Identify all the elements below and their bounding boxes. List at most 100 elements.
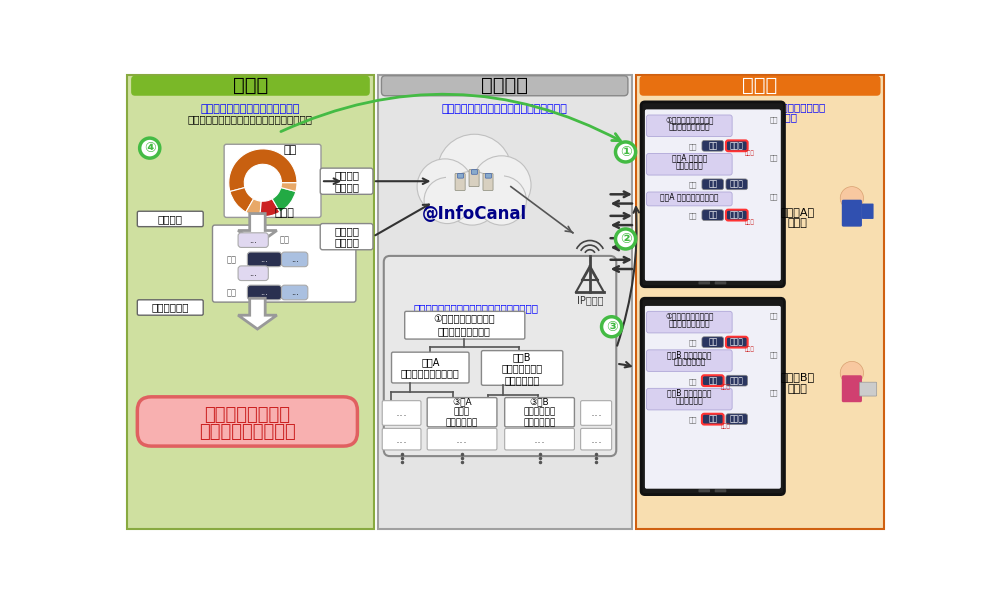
FancyBboxPatch shape [504,398,574,427]
Text: ③－B
発電用燃料は
ありますか？: ③－B 発電用燃料は ありますか？ [523,397,555,427]
Text: ①電力会社から電気の
供給がありますか？: ①電力会社から電気の 供給がありますか？ [433,314,495,336]
Text: タップ: タップ [743,346,753,352]
Text: タップ: タップ [720,423,730,429]
Text: 個別ウォッチ: 個別ウォッチ [151,302,188,313]
FancyBboxPatch shape [725,140,746,151]
Text: ...: ... [590,407,601,419]
Text: ブラウザ
アクセス: ブラウザ アクセス [333,171,359,192]
Text: はい: はい [707,415,717,423]
FancyBboxPatch shape [485,174,491,178]
FancyBboxPatch shape [859,382,876,396]
Text: @InfoCanal: @InfoCanal [421,205,527,223]
FancyBboxPatch shape [641,102,784,287]
Bar [446,174,504,216]
FancyBboxPatch shape [701,337,723,347]
FancyBboxPatch shape [725,375,746,386]
Text: 物資の手配が可能に: 物資の手配が可能に [199,423,296,441]
Text: 既読: 既読 [687,213,696,219]
Text: 既読: 既読 [687,378,696,385]
Text: ...: ... [291,288,299,297]
Circle shape [615,229,635,249]
FancyBboxPatch shape [247,252,281,267]
Text: 既読: 既読 [687,143,696,150]
FancyBboxPatch shape [841,375,861,402]
Text: ３－A 井戸がありますか？: ３－A 井戸がありますか？ [660,192,718,201]
FancyBboxPatch shape [212,225,356,302]
FancyBboxPatch shape [481,350,562,385]
Circle shape [839,361,863,385]
Text: はい: はい [707,376,717,385]
FancyBboxPatch shape [391,352,468,383]
Text: ④: ④ [144,141,156,155]
FancyBboxPatch shape [861,204,873,219]
FancyBboxPatch shape [646,192,732,206]
Text: いいえ: いいえ [729,415,743,423]
FancyBboxPatch shape [698,489,709,492]
Text: 連絡届いた？内容見た？が分かる: 連絡届いた？内容見た？が分かる [200,104,300,114]
FancyBboxPatch shape [504,428,574,450]
FancyBboxPatch shape [714,489,726,492]
Circle shape [600,317,621,337]
Wedge shape [259,199,280,217]
Text: 既読: 既読 [769,116,778,123]
Circle shape [445,171,499,225]
FancyBboxPatch shape [646,153,732,175]
FancyBboxPatch shape [639,75,880,96]
Text: 既読: 既読 [687,181,696,188]
Text: タップ: タップ [743,150,753,156]
FancyBboxPatch shape [701,179,723,190]
Text: 「シナリオ形式」の質問／返答で、住民に負担: 「シナリオ形式」の質問／返答で、住民に負担 [693,102,824,112]
Text: タップ: タップ [743,219,753,225]
FancyBboxPatch shape [725,414,746,425]
Text: はい: はい [707,211,717,220]
Wedge shape [246,199,261,216]
Text: 到達: 到達 [283,146,297,155]
FancyBboxPatch shape [384,256,615,456]
Text: ①電力会社から電気の: ①電力会社から電気の [665,311,713,320]
FancyBboxPatch shape [698,282,709,285]
FancyBboxPatch shape [725,179,746,190]
FancyBboxPatch shape [644,306,780,488]
Text: ２－A
上水道はありますか？: ２－A 上水道はありますか？ [400,357,459,379]
FancyBboxPatch shape [238,266,268,280]
FancyBboxPatch shape [238,233,268,247]
Circle shape [424,177,470,223]
Text: がありますか？: がありますか？ [672,358,705,367]
Text: ありますか？: ありますか？ [674,396,702,405]
FancyBboxPatch shape [580,401,611,425]
Text: ①: ① [619,145,631,159]
FancyBboxPatch shape [382,428,421,450]
Text: ...: ... [249,235,257,244]
Text: いいえ: いいえ [729,211,743,220]
FancyBboxPatch shape [701,375,723,386]
FancyBboxPatch shape [224,144,320,217]
Text: 果に応じた質問を自動送信する: 果に応じた質問を自動送信する [432,313,520,322]
FancyBboxPatch shape [701,210,723,220]
Text: ２－A 上水道は: ２－A 上水道は [670,153,706,162]
Bar [635,75,883,530]
Text: ありますか？: ありますか？ [674,161,702,170]
Bar [127,75,374,530]
FancyBboxPatch shape [641,298,784,495]
Circle shape [139,138,160,158]
FancyBboxPatch shape [137,300,203,315]
Text: （未達、到達、既読、返信、回答中、完了）: （未達、到達、既読、返信、回答中、完了） [187,114,313,124]
Circle shape [437,134,511,208]
Text: 「軽い」「速い」「確実」な通信ができる: 「軽い」「速い」「確実」な通信ができる [442,104,567,114]
FancyBboxPatch shape [644,110,780,280]
Circle shape [471,156,530,214]
Text: ２－B
非常用発電機が
ありますか？: ２－B 非常用発電機が ありますか？ [501,352,541,385]
Text: いいえ: いいえ [729,141,743,150]
FancyBboxPatch shape [382,401,421,425]
Text: 既読: 既読 [279,235,289,244]
Text: ②: ② [619,232,631,246]
Wedge shape [230,187,253,212]
Text: 既読: 既読 [687,340,696,346]
Text: ...: ... [533,432,545,446]
Text: IP通信網: IP通信網 [576,295,602,305]
Text: 集計結果: 集計結果 [157,214,182,224]
FancyBboxPatch shape [725,210,746,220]
Text: 自宅: 自宅 [707,180,717,189]
FancyBboxPatch shape [427,398,496,427]
Text: をかけず状況を確認できる: をかけず状況を確認できる [722,112,797,122]
